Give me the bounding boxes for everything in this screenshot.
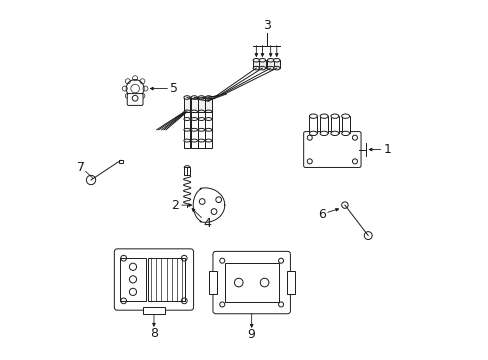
Ellipse shape: [205, 129, 211, 131]
Ellipse shape: [330, 114, 338, 118]
Ellipse shape: [183, 96, 190, 99]
Ellipse shape: [205, 110, 211, 114]
Bar: [142, 307, 164, 314]
Ellipse shape: [259, 58, 265, 62]
Bar: [267, 60, 273, 68]
Bar: [119, 160, 122, 163]
Bar: [286, 271, 294, 294]
Ellipse shape: [191, 118, 197, 121]
Bar: [273, 60, 280, 68]
Text: 4: 4: [203, 216, 210, 230]
Ellipse shape: [253, 58, 259, 62]
Bar: [259, 60, 265, 68]
Ellipse shape: [341, 131, 349, 135]
Ellipse shape: [330, 131, 338, 135]
Bar: [253, 60, 259, 68]
Bar: [183, 112, 190, 148]
Bar: [191, 98, 197, 112]
Ellipse shape: [191, 96, 197, 99]
Text: 2: 2: [170, 199, 178, 212]
Ellipse shape: [198, 139, 204, 142]
FancyBboxPatch shape: [114, 249, 193, 310]
Bar: [198, 112, 204, 148]
FancyBboxPatch shape: [303, 132, 360, 167]
Bar: [309, 116, 317, 134]
Text: 9: 9: [247, 328, 255, 341]
Text: 1: 1: [383, 143, 390, 156]
Ellipse shape: [309, 114, 317, 118]
Bar: [224, 263, 278, 302]
Bar: [205, 112, 211, 148]
Ellipse shape: [309, 131, 317, 135]
Bar: [320, 116, 327, 134]
Ellipse shape: [253, 66, 259, 70]
Bar: [191, 112, 197, 148]
FancyBboxPatch shape: [127, 94, 142, 105]
Bar: [205, 98, 211, 112]
Ellipse shape: [198, 129, 204, 131]
Ellipse shape: [259, 66, 265, 70]
Bar: [184, 167, 190, 175]
Ellipse shape: [205, 96, 211, 99]
Text: 8: 8: [150, 327, 158, 339]
Ellipse shape: [191, 129, 197, 131]
Ellipse shape: [341, 114, 349, 118]
Ellipse shape: [267, 66, 273, 70]
Bar: [120, 258, 145, 301]
Ellipse shape: [183, 118, 190, 121]
Text: 6: 6: [317, 208, 325, 221]
Ellipse shape: [191, 110, 197, 114]
Ellipse shape: [198, 110, 204, 114]
Ellipse shape: [273, 58, 280, 62]
Ellipse shape: [320, 131, 327, 135]
Ellipse shape: [267, 58, 273, 62]
Ellipse shape: [198, 118, 204, 121]
Bar: [198, 98, 204, 112]
Ellipse shape: [205, 139, 211, 142]
Ellipse shape: [183, 129, 190, 131]
Bar: [183, 98, 190, 112]
Ellipse shape: [184, 166, 190, 169]
Bar: [147, 258, 185, 301]
Text: 3: 3: [263, 19, 270, 32]
Text: 7: 7: [77, 161, 85, 174]
Ellipse shape: [198, 96, 204, 99]
Bar: [208, 271, 216, 294]
Ellipse shape: [183, 110, 190, 114]
Ellipse shape: [273, 66, 280, 70]
Bar: [341, 116, 349, 134]
Ellipse shape: [205, 118, 211, 121]
Ellipse shape: [320, 114, 327, 118]
Text: 5: 5: [169, 82, 178, 95]
FancyBboxPatch shape: [212, 251, 290, 314]
Bar: [330, 116, 338, 134]
Ellipse shape: [183, 139, 190, 142]
Ellipse shape: [191, 139, 197, 142]
